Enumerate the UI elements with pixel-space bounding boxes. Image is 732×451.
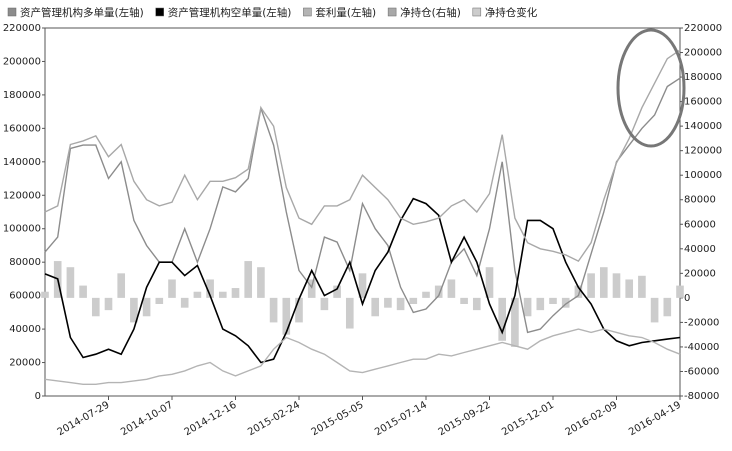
bar (472, 297, 481, 311)
legend-swatch (472, 7, 482, 17)
bar (307, 279, 316, 298)
y2-tick-label: 60000 (684, 219, 716, 230)
bar (460, 297, 468, 304)
y2-tick-label: -80000 (684, 391, 719, 402)
highlight-circle (616, 28, 686, 148)
y-tick-label: 20000 (9, 358, 41, 369)
bar (549, 297, 557, 304)
y-tick-label: 0 (35, 391, 41, 402)
bar (193, 291, 202, 298)
y-tick-label: 80000 (9, 257, 41, 268)
bar (320, 297, 329, 311)
bar (104, 297, 113, 311)
bar (447, 279, 456, 298)
y2-tick-label: 180000 (684, 72, 722, 83)
bar (422, 291, 430, 298)
legend-label: 净持仓(右轴) (400, 6, 461, 19)
y2-tick-label: 0 (684, 293, 690, 304)
y2-tick-label: 20000 (684, 268, 716, 279)
bar (638, 275, 646, 298)
bar (650, 297, 659, 323)
bar (41, 291, 49, 298)
y-tick-label: 200000 (3, 56, 41, 67)
legend-label: 资产管理机构空单量(左轴) (168, 6, 292, 19)
y2-tick-label: 80000 (684, 195, 716, 206)
line-series (44, 49, 681, 262)
y-tick-label: 120000 (3, 190, 41, 201)
bar (218, 291, 227, 298)
bar (574, 285, 583, 298)
bar (155, 297, 164, 304)
bar (269, 297, 278, 323)
legend-swatch (303, 7, 312, 17)
bar (599, 267, 608, 298)
bar (130, 297, 138, 323)
legend-swatch (7, 7, 17, 17)
bar (282, 297, 291, 335)
bar (142, 297, 151, 317)
y2-tick-label: 120000 (684, 146, 722, 157)
bar (79, 285, 87, 298)
y-tick-label: 60000 (9, 291, 41, 302)
bar (333, 285, 341, 298)
bar (168, 279, 176, 298)
bar (345, 297, 354, 329)
bar (498, 297, 507, 341)
y2-tick-label: -60000 (684, 366, 719, 377)
bar (371, 297, 380, 317)
bar (523, 297, 532, 317)
y2-tick-label: -20000 (684, 317, 719, 328)
y2-tick-label: 100000 (684, 170, 722, 181)
y2-tick-label: -40000 (684, 342, 719, 353)
y-tick-label: 140000 (3, 157, 41, 168)
bar (244, 261, 253, 298)
bar (180, 297, 189, 308)
y2-tick-label: 160000 (684, 97, 722, 108)
y2-tick-label: 40000 (684, 244, 716, 255)
line-series (44, 197, 681, 364)
bar (295, 297, 303, 323)
bar (625, 279, 634, 298)
bar (663, 297, 672, 317)
bar (206, 279, 214, 298)
y2-tick-label: 200000 (684, 48, 722, 59)
legend-swatch (155, 7, 164, 17)
bar (396, 297, 405, 311)
y-tick-label: 40000 (9, 324, 41, 335)
bar (561, 297, 570, 308)
legend-swatch (387, 7, 397, 17)
y-tick-label: 100000 (3, 224, 41, 235)
legend-label: 净持仓变化 (485, 6, 538, 19)
bar (117, 273, 126, 298)
y-tick-label: 220000 (3, 23, 41, 34)
bar (409, 297, 418, 304)
line-series (44, 77, 681, 334)
bar (91, 297, 100, 317)
bar (612, 273, 621, 298)
y2-tick-label: 140000 (684, 121, 722, 132)
y2-tick-label: 220000 (684, 23, 722, 34)
y-tick-label: 180000 (3, 90, 41, 101)
bar (536, 297, 545, 311)
line-series (44, 328, 681, 385)
bar (231, 288, 240, 298)
bar (358, 273, 367, 298)
bar (434, 285, 443, 298)
bar (676, 285, 684, 298)
bar (384, 297, 392, 308)
y-tick-label: 160000 (3, 123, 41, 134)
legend-label: 资产管理机构多单量(左轴) (20, 6, 144, 19)
bar (66, 267, 75, 298)
legend-label: 套利量(左轴) (315, 6, 376, 19)
bar (511, 297, 519, 347)
bar (485, 267, 494, 298)
bar (257, 267, 265, 298)
bar (587, 273, 595, 298)
